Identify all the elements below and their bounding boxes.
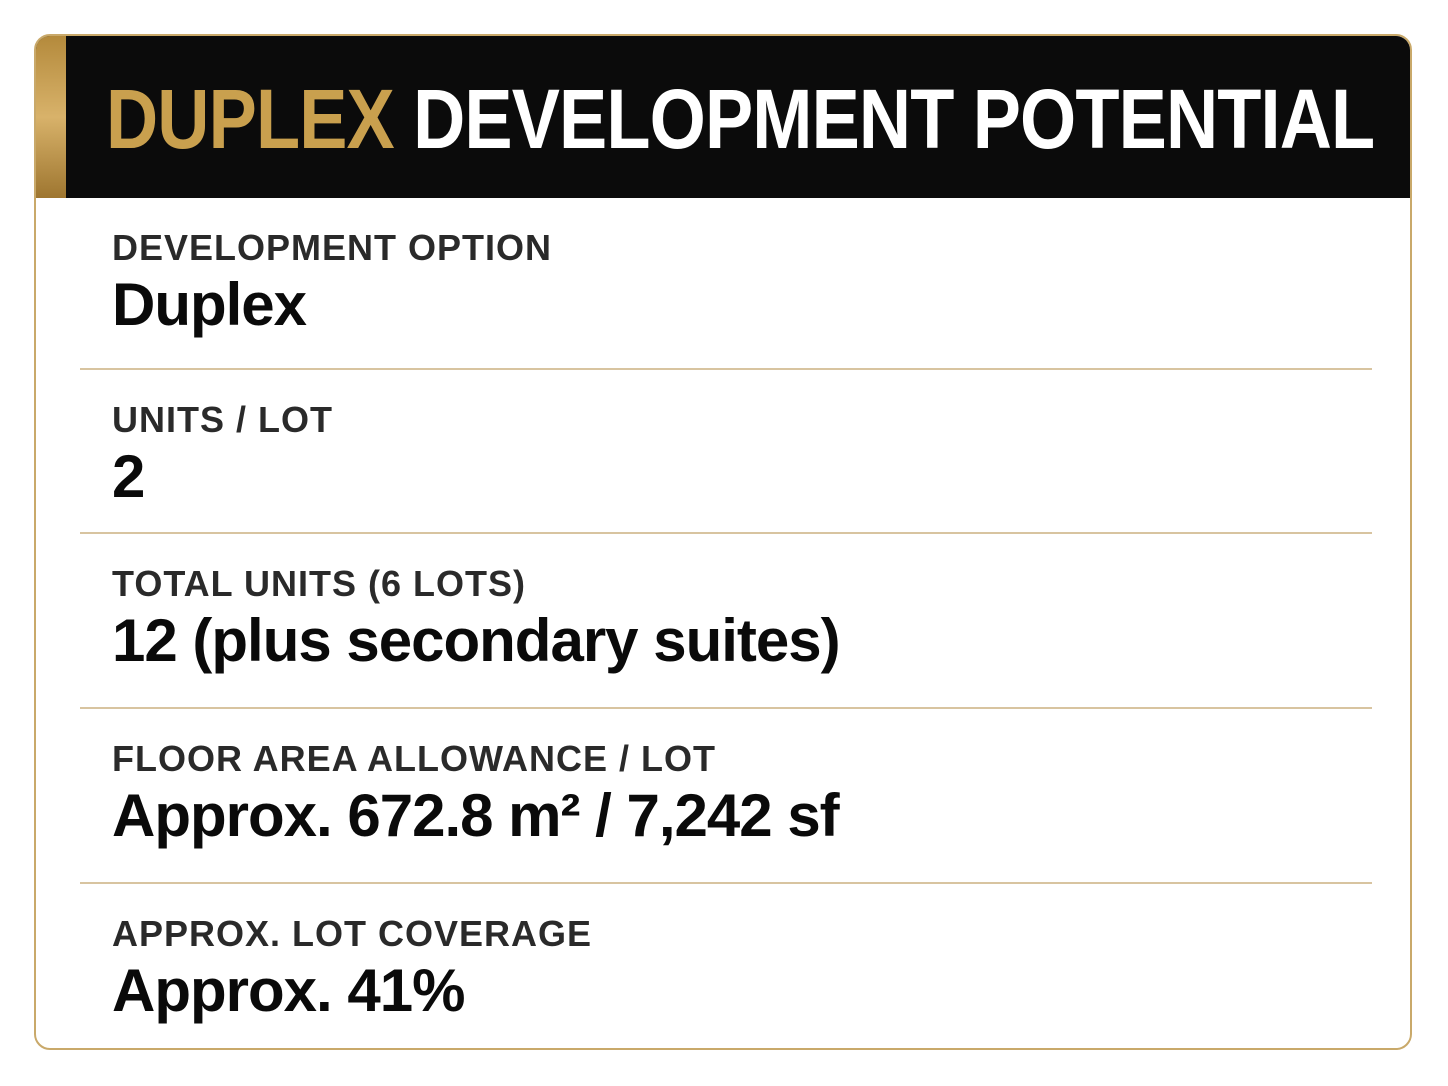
title-accent: DUPLEX [106,72,395,166]
value: Approx. 41% [112,957,465,1024]
accent-bar [36,36,66,198]
row: TOTAL UNITS (6 LOTS) 12 (plus secondary s… [80,534,1372,709]
card: DUPLEX DEVELOPMENT POTENTIAL DEVELOPMENT… [34,34,1412,1050]
label: TOTAL UNITS (6 LOTS) [112,563,526,604]
row: APPROX. LOT COVERAGE Approx. 41% [80,884,1372,1048]
header: DUPLEX DEVELOPMENT POTENTIAL [36,36,1410,198]
label: FLOOR AREA ALLOWANCE / LOT [112,738,716,779]
label: UNITS / LOT [112,399,333,440]
title-rest: DEVELOPMENT POTENTIAL [413,72,1375,166]
value: 2 [112,443,145,510]
value: Approx. 672.8 m² / 7,242 sf [112,782,840,849]
value: Duplex [112,271,307,338]
title: DUPLEX DEVELOPMENT POTENTIAL [106,72,1375,166]
row: DEVELOPMENT OPTION Duplex [80,198,1372,370]
value: 12 (plus secondary suites) [112,607,841,674]
rows: DEVELOPMENT OPTION Duplex UNITS / LOT 2 TOTA… [80,198,1372,1048]
label: APPROX. LOT COVERAGE [112,913,593,954]
row: UNITS / LOT 2 [80,370,1372,534]
label: DEVELOPMENT OPTION [112,227,553,268]
row: FLOOR AREA ALLOWANCE / LOT Approx. 672.8 … [80,709,1372,884]
